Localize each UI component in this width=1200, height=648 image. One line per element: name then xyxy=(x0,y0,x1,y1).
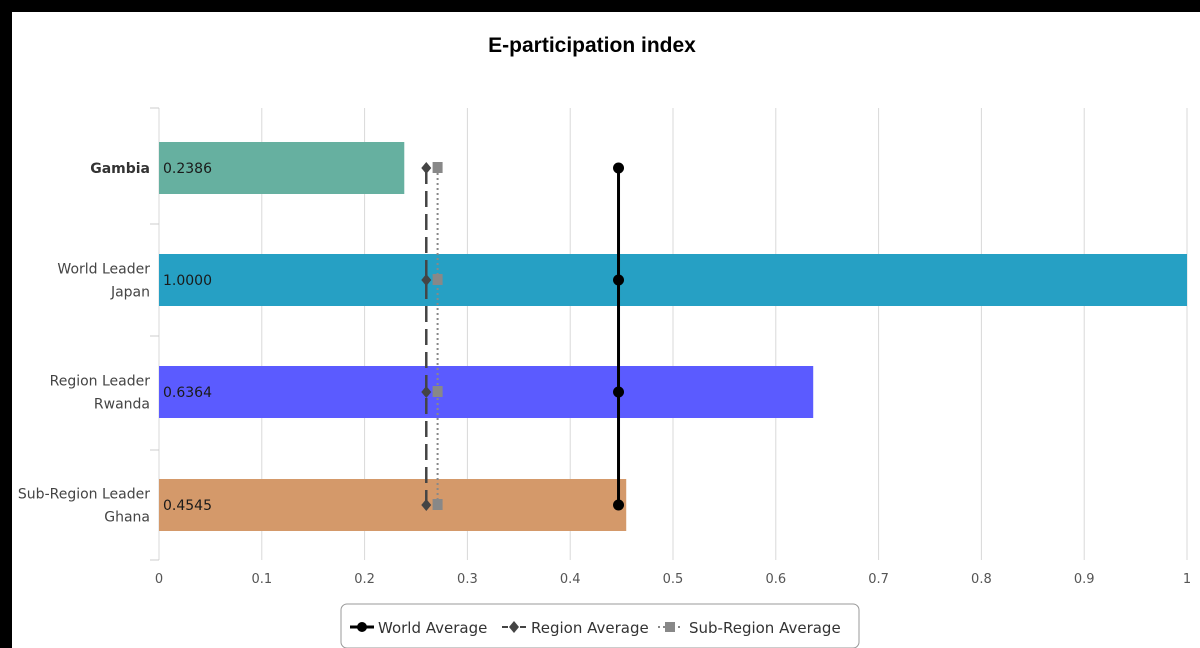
legend-diamond-marker xyxy=(509,621,519,633)
bar xyxy=(159,254,1187,306)
x-tick-label: 0.1 xyxy=(251,572,272,587)
x-tick-label: 0.6 xyxy=(765,572,786,587)
world-average-marker xyxy=(613,386,625,398)
x-tick-label: 1 xyxy=(1183,572,1191,587)
legend-box xyxy=(340,603,860,648)
sub-region-average-marker xyxy=(432,386,443,397)
bar-value-label: 0.4545 xyxy=(163,498,212,514)
axis-layer: 0 0.1 0.2 0.3 0.4 0.5 0.6 0.7 0.8 0.9 1 Gambia World… xyxy=(18,107,1191,587)
chart-panel xyxy=(12,12,1200,648)
x-tick-label: 0.2 xyxy=(354,572,375,587)
sub-region-average-marker xyxy=(432,162,443,173)
region-average-marker xyxy=(421,499,432,511)
bar xyxy=(159,479,627,531)
x-tick-label: 0.5 xyxy=(663,572,684,587)
legend-item-label[interactable]: World Average xyxy=(378,619,487,637)
reference-lines-layer xyxy=(421,162,625,511)
category-label: Region Leader xyxy=(50,374,151,390)
category-label: Sub-Region Leader xyxy=(18,487,150,503)
x-tick-label: 0.4 xyxy=(560,572,581,587)
world-average-marker xyxy=(613,274,625,286)
bar-value-label: 1.0000 xyxy=(163,273,212,289)
x-tick-label: 0.9 xyxy=(1074,572,1095,587)
world-average-marker xyxy=(613,499,625,511)
category-label: Rwanda xyxy=(94,397,150,413)
x-tick-label: 0.8 xyxy=(971,572,992,587)
legend-square-marker xyxy=(665,622,675,632)
sub-region-average-marker xyxy=(432,274,443,285)
legend-circle-marker xyxy=(357,622,367,632)
bar-value-label: 0.6364 xyxy=(163,385,212,401)
category-label: World Leader xyxy=(57,262,150,278)
category-label: Gambia xyxy=(90,161,150,177)
x-tick-label: 0.7 xyxy=(868,572,889,587)
x-tick-label: 0.3 xyxy=(457,572,478,587)
category-label: Ghana xyxy=(104,510,150,526)
bar xyxy=(159,366,814,418)
category-label: Japan xyxy=(110,285,150,301)
chart-title: E-participation index xyxy=(488,34,696,57)
region-average-marker xyxy=(421,274,432,286)
legend-item-label[interactable]: Region Average xyxy=(531,619,649,637)
bar-layer: 0.2386 1.0000 0.6364 0.4545 xyxy=(159,142,1187,531)
bar xyxy=(159,142,405,194)
world-average-marker xyxy=(613,162,625,174)
legend-item-label[interactable]: Sub-Region Average xyxy=(689,619,841,637)
region-average-marker xyxy=(421,162,432,174)
sub-region-average-marker xyxy=(432,499,443,510)
bar-value-label: 0.2386 xyxy=(163,161,212,177)
legend[interactable]: World Average Region Average Sub-Region Av… xyxy=(340,603,860,648)
x-tick-label: 0 xyxy=(155,572,163,587)
region-average-marker xyxy=(421,386,432,398)
